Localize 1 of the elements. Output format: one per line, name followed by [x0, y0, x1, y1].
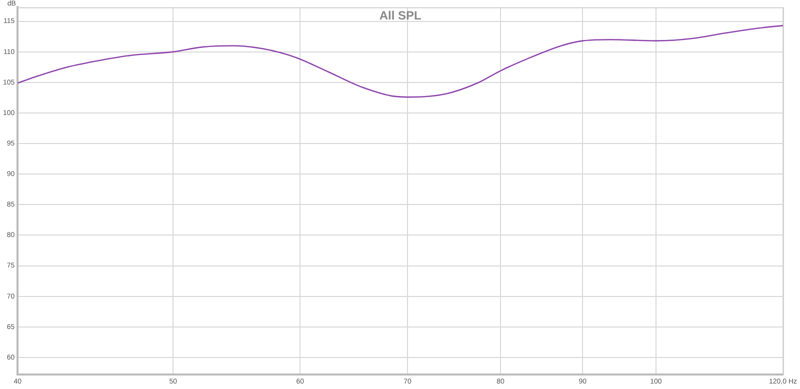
chart-title: All SPL: [379, 8, 422, 23]
